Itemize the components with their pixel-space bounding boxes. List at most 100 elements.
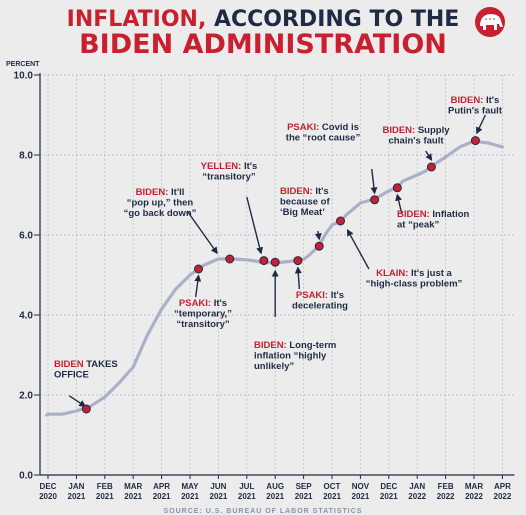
y-tick-label: 2.0 [19,391,33,402]
x-tick-label: 2021 [238,492,256,501]
title-line-2: BIDEN ADMINISTRATION [79,29,447,60]
annotation-arrow [186,210,218,255]
x-tick-label: 2020 [39,492,57,501]
x-tick-label: 2021 [68,492,86,501]
annotation-quote: “pop up,” then [127,198,194,209]
annotation-text: BIDEN: Inflation at “peak” [397,209,470,231]
annotation-arrow [476,114,486,135]
annotation-arrow [246,196,264,255]
x-tick-label: APR [153,482,170,491]
data-point-marker [225,254,235,264]
x-tick-label: 2021 [181,492,199,501]
y-tick-label: 10.0 [14,71,34,82]
data-point-marker [259,256,269,266]
annotation-text: BIDEN: It's because of ‘Big Meat’ [280,186,330,218]
annotation-arrow [425,150,433,161]
annotations: BIDEN TAKES OFFICE BIDEN: It'll “pop up,” t… [54,95,503,381]
x-tick-label: 2021 [96,492,114,501]
annotation-text: PSAKI: It's “temporary,” “transitory” [174,298,232,330]
x-tick-label: 2022 [437,492,455,501]
annotation-text: PSAKI: Covid is the “root cause” [286,122,361,144]
x-tick-label: APR [494,482,511,491]
annotation-arrow [370,168,378,195]
annotation-speaker: BIDEN: [254,340,287,351]
annotation-arrows [68,114,486,407]
annotation-arrow [346,228,370,270]
x-tick-label: JAN [68,482,84,491]
x-tick-label: 2021 [380,492,398,501]
annotation-quote: Inflation [430,209,470,220]
annotation-text: PSAKI: It's decelerating [292,290,348,312]
data-point-marker [81,404,91,414]
annotation-speaker: PSAKI: [179,298,211,309]
series-path [45,139,504,417]
annotation-quote: the “root cause” [286,133,361,144]
data-point-marker [470,136,480,146]
data-point-marker [392,183,402,193]
annotation-speaker: BIDEN [54,359,84,370]
annotation-speaker: BIDEN: [451,95,484,106]
annotation-speaker: BIDEN: [280,186,313,197]
x-tick-label: 2021 [124,492,142,501]
x-tick-label: JUL [239,482,254,491]
annotation-arrow [395,193,403,214]
y-tick-label: 4.0 [19,311,33,322]
x-tick-label: MAR [465,482,483,491]
annotation-quote: It's [211,298,227,309]
annotation-quote: decelerating [292,301,348,312]
x-tick-labels: DEC2020JAN2021FEB2021MAR2021APR2021MAY20… [39,482,512,501]
x-tick-label: 2022 [465,492,483,501]
annotation-quote: It's [241,161,257,172]
data-point-marker [314,241,324,251]
x-tick-label: DEC [40,482,57,491]
x-tick-label: 2021 [323,492,341,501]
y-tick-labels: 0.0 2.0 4.0 6.0 8.0 10.0 [14,71,34,482]
annotation-speaker: PSAKI: [287,122,319,133]
data-point-marker [336,216,346,226]
annotation-text: YELLEN: It's “transitory” [201,161,258,183]
y-tick-label: 8.0 [19,151,33,162]
x-tick-label: AUG [266,482,284,491]
data-point-marker [194,264,204,274]
annotation-quote: unlikely” [254,361,294,372]
x-tick-label: SEP [296,482,313,491]
x-tick-label: JUN [210,482,226,491]
annotation-quote: Long-term [287,340,337,351]
x-tick-label: OCT [324,482,341,491]
x-tick-label: 2022 [408,492,426,501]
annotation-speaker: YELLEN: [201,161,242,172]
annotation-quote: “transitory” [202,172,256,183]
annotation-text: BIDEN: Supply chain's fault [382,125,450,147]
data-point-marker [270,257,280,267]
annotation-speaker: BIDEN: [397,209,430,220]
x-tick-label: 2022 [494,492,512,501]
republican-elephant-logo [475,7,505,37]
data-point-marker [426,162,436,172]
annotation-quote: It's [483,95,499,106]
annotation-text: BIDEN: Long-term inflation “highly unlikel… [254,340,336,372]
x-tick-label: FEB [97,482,113,491]
x-tick-label: MAY [181,482,199,491]
annotation-text: BIDEN: It's Putin's fault [448,95,503,117]
y-axis-unit-label: PERCENT [6,61,40,68]
x-tick-label: DEC [380,482,397,491]
annotation-quote: TAKES [84,359,118,370]
series-line [45,139,504,417]
y-tick-label: 0.0 [19,471,33,482]
x-tick-label: 2021 [295,492,313,501]
annotation-quote: inflation “highly [254,351,327,362]
annotation-quote: Covid is [319,122,359,133]
annotation-text: KLAIN: It's just a “high-class problem” [366,268,463,290]
annotation-arrow [194,274,202,298]
annotation-text: BIDEN TAKES OFFICE [54,359,118,381]
annotation-speaker: PSAKI: [296,290,328,301]
source-note: SOURCE: U.S. BUREAU OF LABOR STATISTICS [164,508,363,515]
x-tick-label: FEB [438,482,454,491]
annotation-speaker: BIDEN: [382,125,415,136]
data-point-marker [293,256,303,266]
annotation-speaker: KLAIN: [376,268,408,279]
x-tick-label: NOV [352,482,370,491]
annotation-quote: It's [328,290,344,301]
annotation-quote: Supply [415,125,450,136]
annotation-quote: OFFICE [54,370,89,381]
